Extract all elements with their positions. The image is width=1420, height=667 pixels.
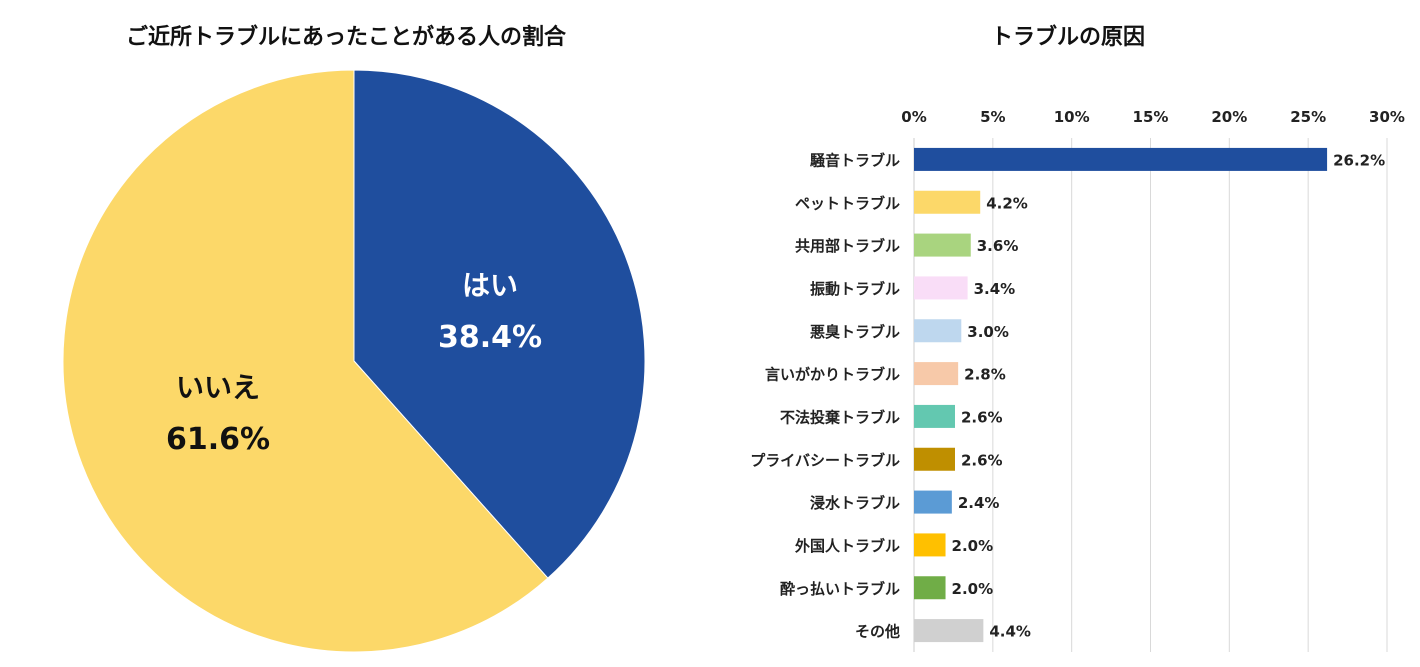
pie-slices [62, 69, 646, 653]
bar-value-label: 2.0% [952, 537, 994, 555]
category-label: 不法投棄トラブル [780, 408, 900, 426]
bar-value-label: 2.6% [961, 451, 1003, 469]
bar-category-labels: 騒音トラブルペットトラブル共用部トラブル振動トラブル悪臭トラブル言いがかりトラブ… [750, 151, 900, 640]
bar-value-label: 3.6% [977, 237, 1019, 255]
bar-value-label: 2.6% [961, 408, 1003, 426]
bar-chart: トラブルの原因 0% 5% 10% 15% 20% 25% 30% 騒音トラブルペットトラブ… [750, 24, 1405, 652]
x-tick-label: 15% [1133, 108, 1169, 126]
category-label: 悪臭トラブル [810, 323, 900, 341]
x-tick-label: 0% [901, 108, 926, 126]
category-label: 酔っ払いトラブル [780, 580, 900, 598]
bar-value-labels: 26.2% 4.2% 3.6% 3.4% 3.0% 2.8% 2.6% 2.6% 2.4% 2.0… [952, 151, 1386, 640]
pie-slice [62, 69, 549, 653]
pie-slice-label: いいえ [176, 371, 260, 404]
bar [914, 447, 955, 471]
bar-value-label: 26.2% [1333, 151, 1385, 169]
bar-gridlines [992, 138, 1388, 652]
pie-chart: ご近所トラブルにあったことがある人の割合 はい 38.4% いいえ 61.6% [62, 24, 646, 653]
category-label: ペットトラブル [795, 194, 900, 212]
bar [914, 362, 959, 386]
bar [914, 619, 984, 643]
x-tick-label: 10% [1054, 108, 1090, 126]
bar-value-label: 2.4% [958, 494, 1000, 512]
bar [914, 576, 946, 600]
x-tick-label: 5% [980, 108, 1005, 126]
bar [914, 533, 946, 557]
bar-value-label: 3.0% [967, 323, 1009, 341]
pie-chart-title: ご近所トラブルにあったことがある人の割合 [126, 24, 567, 50]
x-tick-label: 20% [1211, 108, 1247, 126]
category-label: 浸水トラブル [810, 494, 900, 512]
bar-value-label: 4.4% [989, 623, 1031, 641]
category-label: その他 [855, 623, 900, 641]
bar [914, 147, 1328, 171]
bar [914, 319, 962, 343]
bar [914, 404, 955, 428]
pie-slice [353, 69, 646, 579]
bar-value-label: 2.0% [952, 580, 994, 598]
category-label: プライバシートラブル [750, 451, 900, 469]
bar [914, 233, 971, 257]
bars [914, 147, 1328, 643]
pie-labels: はい 38.4% いいえ 61.6% [166, 269, 542, 457]
category-label: 振動トラブル [810, 280, 900, 298]
x-tick-label: 30% [1369, 108, 1405, 126]
bar-value-label: 3.4% [974, 280, 1016, 298]
pie-slice-label: はい [462, 269, 518, 302]
x-tick-label: 25% [1290, 108, 1326, 126]
bar [914, 190, 981, 214]
bar-value-label: 2.8% [964, 366, 1006, 384]
pie-slice-value: 38.4% [438, 320, 542, 355]
bar-chart-title: トラブルの原因 [991, 24, 1145, 50]
bar-x-tick-labels: 0% 5% 10% 15% 20% 25% 30% [901, 108, 1405, 126]
category-label: 共用部トラブル [795, 237, 900, 255]
category-label: 外国人トラブル [794, 537, 900, 555]
bar [914, 276, 968, 300]
bar-value-label: 4.2% [986, 194, 1028, 212]
bar [914, 490, 952, 514]
pie-slice-value: 61.6% [166, 422, 270, 457]
category-label: 言いがかりトラブル [765, 366, 900, 384]
category-label: 騒音トラブル [810, 151, 900, 169]
